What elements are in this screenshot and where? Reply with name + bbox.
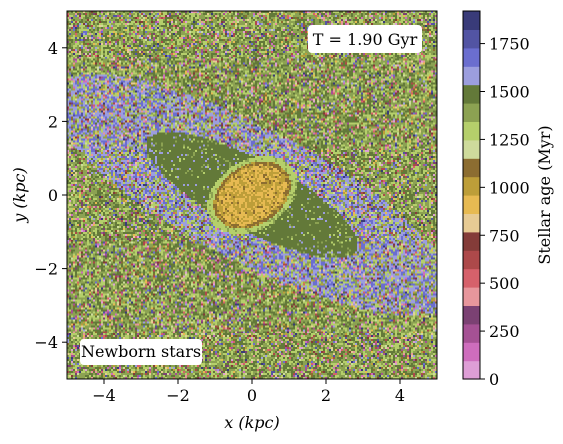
population-annotation: Newborn stars (80, 339, 202, 365)
colorbar-segment (463, 305, 480, 325)
colorbar-segment (463, 231, 480, 251)
heatmap-image (67, 11, 437, 379)
colorbar-segment (463, 250, 480, 270)
y-tick-label: 4 (48, 39, 58, 58)
colorbar-tick-label: 0 (489, 370, 499, 389)
colorbar-tick-label: 1500 (489, 83, 530, 102)
colorbar-segment (463, 11, 480, 30)
colorbar-ticks: 0 250 500 750 1000 1250 1500 1750 (480, 35, 530, 389)
colorbar-segment (463, 66, 480, 86)
colorbar-segment (463, 176, 480, 196)
x-tick-label: −4 (92, 386, 116, 405)
colorbar-segment (463, 287, 480, 306)
colorbar-tick-label: 500 (489, 274, 520, 293)
x-axis-label: x (kpc) (224, 413, 280, 432)
population-annotation-box (80, 339, 202, 365)
colorbar-segment (463, 84, 480, 104)
x-tick-label: 2 (321, 386, 331, 405)
colorbar-segment (463, 360, 480, 380)
colorbar-tick-label: 1000 (489, 178, 530, 197)
colorbar-label: Stellar age (Myr) (535, 125, 554, 264)
colorbar-segment (463, 47, 480, 67)
x-tick-label: −2 (166, 386, 190, 405)
colorbar-segment (463, 213, 480, 233)
colorbar-segment (463, 158, 480, 178)
colorbar-frame (462, 10, 481, 380)
colorbar-segment (463, 268, 480, 288)
y-tick-label: −2 (34, 260, 58, 279)
colorbar-tick-label: 250 (489, 322, 520, 341)
colorbar-tick-label: 750 (489, 226, 520, 245)
time-annotation-box (308, 25, 422, 53)
population-annotation-text: Newborn stars (81, 342, 201, 361)
colorbar-segment (463, 139, 480, 159)
y-tick-label: 0 (48, 186, 58, 205)
colorbar-segment (463, 103, 480, 122)
time-annotation-text: T = 1.90 Gyr (313, 30, 418, 49)
y-axis-ticks: −4 −2 0 2 4 (34, 39, 67, 352)
heatmap-pixels (67, 11, 437, 379)
y-axis-label: y (kpc) (10, 167, 29, 224)
time-annotation: T = 1.90 Gyr (308, 25, 422, 53)
colorbar-segment (463, 195, 480, 214)
x-tick-label: 0 (247, 386, 257, 405)
colorbar-segment (463, 323, 480, 343)
colorbar (463, 11, 480, 380)
colorbar-segment (463, 342, 480, 362)
x-tick-label: 4 (395, 386, 405, 405)
colorbar-segment (463, 121, 480, 141)
colorbar-tick-label: 1250 (489, 130, 530, 149)
colorbar-segment (463, 29, 480, 49)
y-tick-label: −4 (34, 333, 58, 352)
x-axis-ticks: −4 −2 0 2 4 (92, 379, 405, 405)
y-tick-label: 2 (48, 112, 58, 131)
colorbar-tick-label: 1750 (489, 35, 530, 54)
